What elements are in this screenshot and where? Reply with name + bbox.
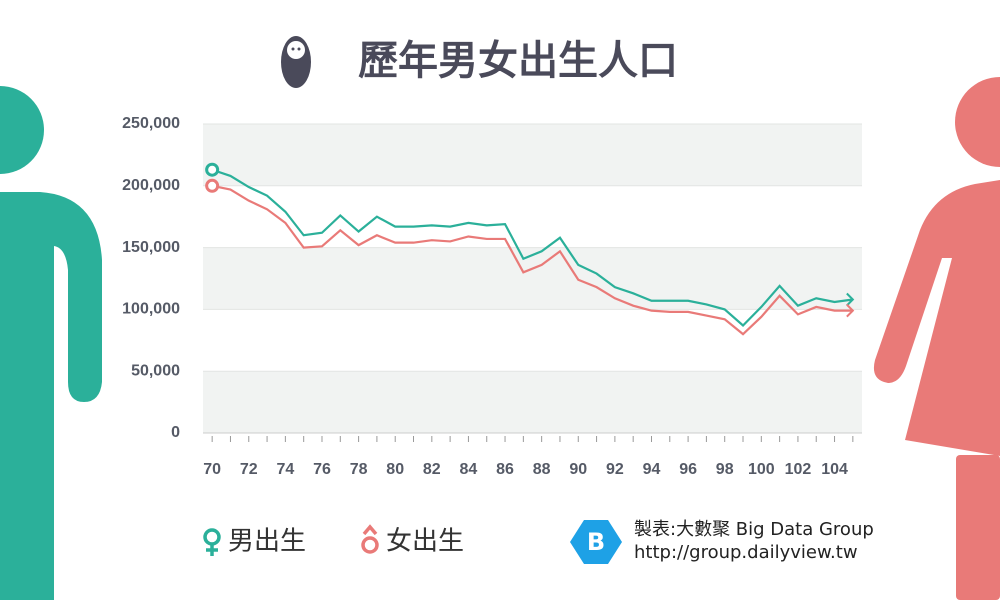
series-line: [211, 184, 853, 336]
grid-band: [203, 247, 862, 310]
male-figure: [0, 86, 102, 600]
x-tick-label: 80: [386, 461, 404, 478]
credit-line: http://group.dailyview.tw: [634, 542, 858, 563]
grid-band: [203, 309, 862, 372]
female-figure: [873, 77, 1000, 600]
chart-title: 歷年男女出生人口: [358, 38, 678, 84]
x-tick-label: 96: [679, 461, 697, 478]
y-tick-label: 250,000: [122, 115, 180, 132]
credit: B 製表:大數聚 Big Data Group http://group.dai…: [570, 519, 874, 564]
x-tick-label: 86: [496, 461, 514, 478]
legend-label: 男出生: [228, 527, 306, 557]
x-tick-label: 88: [533, 461, 551, 478]
y-tick-label: 50,000: [131, 362, 180, 379]
x-tick-label: 74: [276, 461, 294, 478]
start-marker: [205, 162, 220, 177]
x-tick-label: 98: [716, 461, 734, 478]
x-tick-label: 76: [313, 461, 331, 478]
x-tick-label: 70: [203, 461, 221, 478]
legend-label: 女出生: [386, 527, 464, 557]
y-tick-label: 150,000: [122, 239, 180, 256]
end-marker: [846, 292, 855, 307]
baby-icon: [281, 36, 311, 88]
x-tick-label: 78: [350, 461, 368, 478]
start-marker: [205, 178, 220, 193]
grid-band: [203, 371, 862, 433]
x-tick-label: 92: [606, 461, 624, 478]
credit-line: 製表:大數聚 Big Data Group: [634, 519, 874, 540]
x-tick-label: 100: [748, 461, 775, 478]
x-tick-label: 90: [569, 461, 587, 478]
x-tick-label: 84: [460, 461, 478, 478]
x-tick-label: 72: [240, 461, 258, 478]
grid-band: [203, 124, 862, 186]
svg-text:B: B: [587, 528, 605, 556]
plot-area: 0 50,000 100,000 150,000 200,000 250,000 70 72 7…: [122, 115, 862, 478]
x-tick-label: 94: [643, 461, 661, 478]
series-line: [211, 168, 853, 327]
x-tick-label: 104: [821, 461, 848, 478]
x-tick-label: 102: [785, 461, 812, 478]
y-tick-label: 0: [171, 424, 180, 441]
end-marker: [846, 303, 855, 318]
y-tick-label: 200,000: [122, 177, 180, 194]
legend: 男出生 女出生: [203, 524, 464, 557]
grid-band: [203, 185, 862, 248]
y-tick-label: 100,000: [122, 301, 180, 318]
x-tick-label: 82: [423, 461, 441, 478]
